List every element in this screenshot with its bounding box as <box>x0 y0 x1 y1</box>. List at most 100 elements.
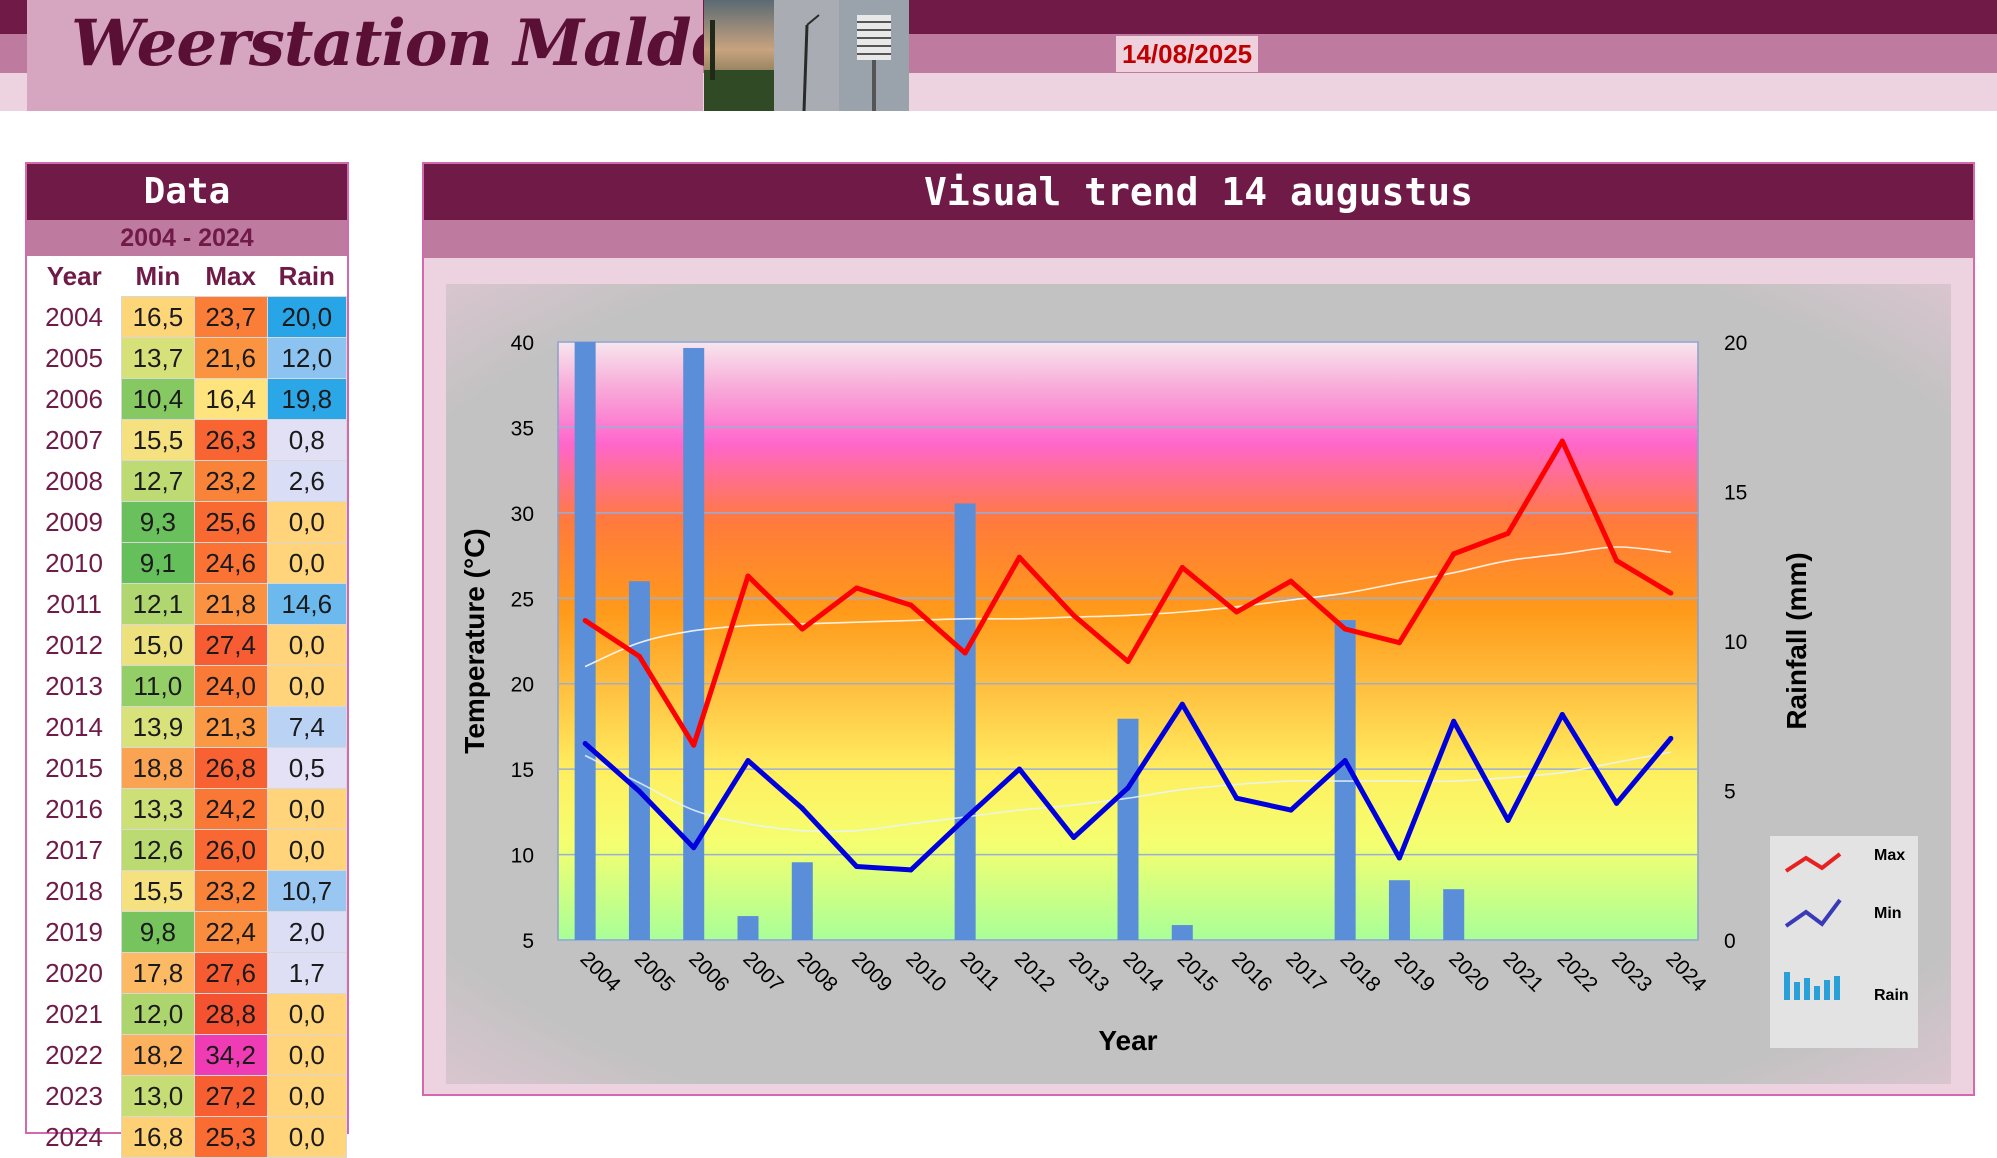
year-cell: 2014 <box>45 711 103 742</box>
max-cell: 24,0 <box>193 665 268 707</box>
max-point <box>1614 558 1620 564</box>
mast-photo <box>774 0 839 111</box>
rain-cell: 0,0 <box>266 993 348 1035</box>
table-row: 2010 9,1 24,6 0,0 <box>27 542 348 584</box>
min-cell: 15,5 <box>121 870 195 912</box>
table-row: 2016 13,3 24,2 0,0 <box>27 788 348 830</box>
min-cell: 16,8 <box>121 1116 195 1158</box>
rain-bar <box>1388 880 1410 940</box>
min-cell: 12,6 <box>121 829 195 871</box>
max-trendline <box>584 546 1671 668</box>
table-row: 2011 12,1 21,8 14,6 <box>27 583 348 625</box>
legend-rain-icon <box>1824 980 1830 1000</box>
table-row: 2022 18,2 34,2 0,0 <box>27 1034 348 1076</box>
year-cell: 2012 <box>45 629 103 660</box>
year-cell: 2009 <box>45 506 103 537</box>
min-point <box>1559 711 1565 717</box>
rain-bar <box>683 347 705 941</box>
table-row: 2015 18,8 26,8 0,5 <box>27 747 348 789</box>
screen-photo <box>839 0 909 111</box>
min-point <box>1071 834 1077 840</box>
min-point <box>1451 718 1457 724</box>
y-tick-label: 5 <box>522 930 534 953</box>
table-row: 2007 15,5 26,3 0,8 <box>27 419 348 461</box>
min-cell: 10,4 <box>121 378 195 420</box>
min-point <box>1016 766 1022 772</box>
max-cell: 24,6 <box>193 542 268 584</box>
min-cell: 15,5 <box>121 419 195 461</box>
min-cell: 13,0 <box>121 1075 195 1117</box>
col-header-year: Year <box>46 260 102 291</box>
max-point <box>1179 565 1185 571</box>
y2-tick-label: 5 <box>1724 781 1736 804</box>
max-cell: 28,8 <box>193 993 268 1035</box>
rain-cell: 14,6 <box>266 583 348 625</box>
max-cell: 23,2 <box>193 460 268 502</box>
max-cell: 25,3 <box>193 1116 268 1158</box>
year-cell: 2004 <box>45 301 103 332</box>
year-cell: 2016 <box>45 793 103 824</box>
max-point <box>1396 640 1402 646</box>
table-row: 2008 12,7 23,2 2,6 <box>27 460 348 502</box>
rain-cell: 2,0 <box>266 911 348 953</box>
max-cell: 34,2 <box>193 1034 268 1076</box>
rain-bar <box>1443 889 1465 940</box>
current-date: 14/08/2025 <box>1116 36 1259 72</box>
y-tick-label: 10 <box>511 845 534 868</box>
table-row: 2013 11,0 24,0 0,0 <box>27 665 348 707</box>
min-cell: 13,3 <box>121 788 195 830</box>
rain-cell: 0,5 <box>266 747 348 789</box>
legend-max-icon <box>1784 852 1842 873</box>
rain-bar <box>791 862 813 940</box>
y2-axis-title: Rainfall (mm) <box>1781 552 1812 729</box>
min-cell: 9,3 <box>121 501 195 543</box>
max-point <box>1559 438 1565 444</box>
rain-cell: 0,0 <box>266 1034 348 1076</box>
min-point <box>1234 795 1240 801</box>
min-cell: 11,0 <box>121 665 195 707</box>
rain-cell: 0,0 <box>266 624 348 666</box>
col-header-min: Min <box>135 260 181 291</box>
rain-cell: 12,0 <box>266 337 348 379</box>
min-point <box>1505 817 1511 823</box>
rain-bar <box>737 916 759 940</box>
max-point <box>1451 551 1457 557</box>
min-point <box>908 867 914 873</box>
chart-panel: Visual trend 14 augustus 5 10 15 20 25 30 35 40… <box>422 162 1975 1096</box>
data-panel-title: Data <box>27 164 347 220</box>
max-point <box>1016 554 1022 560</box>
min-cell: 12,1 <box>121 583 195 625</box>
site-logo[interactable]: Weerstation Malderen <box>27 0 849 111</box>
max-cell: 22,4 <box>193 911 268 953</box>
y-tick-label: 30 <box>511 503 534 526</box>
legend-rain-icon <box>1804 978 1810 1000</box>
max-cell: 27,6 <box>193 952 268 994</box>
y2-tick-label: 15 <box>1724 482 1747 505</box>
max-cell: 25,6 <box>193 501 268 543</box>
rain-cell: 7,4 <box>266 706 348 748</box>
year-cell: 2021 <box>45 998 103 1029</box>
table-row: 2004 16,5 23,7 20,0 <box>27 296 348 338</box>
y-axis-title: Temperature (°C) <box>459 528 490 753</box>
max-cell: 21,3 <box>193 706 268 748</box>
min-cell: 12,0 <box>121 993 195 1035</box>
y-tick-label: 25 <box>511 588 534 611</box>
y-tick-label: 35 <box>511 417 534 440</box>
chart-legend <box>1770 836 1918 1048</box>
max-cell: 26,0 <box>193 829 268 871</box>
chart-title: Visual trend 14 augustus <box>424 164 1973 220</box>
min-cell: 18,8 <box>121 747 195 789</box>
max-point <box>799 626 805 632</box>
legend-rain-icon <box>1794 982 1800 1000</box>
max-cell: 24,2 <box>193 788 268 830</box>
legend-rain-icon <box>1784 972 1790 1000</box>
max-point <box>636 653 642 659</box>
max-cell: 21,8 <box>193 583 268 625</box>
min-cell: 13,7 <box>121 337 195 379</box>
min-cell: 9,8 <box>121 911 195 953</box>
y-tick-label: 20 <box>511 674 534 697</box>
table-row: 2005 13,7 21,6 12,0 <box>27 337 348 379</box>
y2-tick-label: 10 <box>1724 631 1747 654</box>
min-point <box>1125 785 1131 791</box>
